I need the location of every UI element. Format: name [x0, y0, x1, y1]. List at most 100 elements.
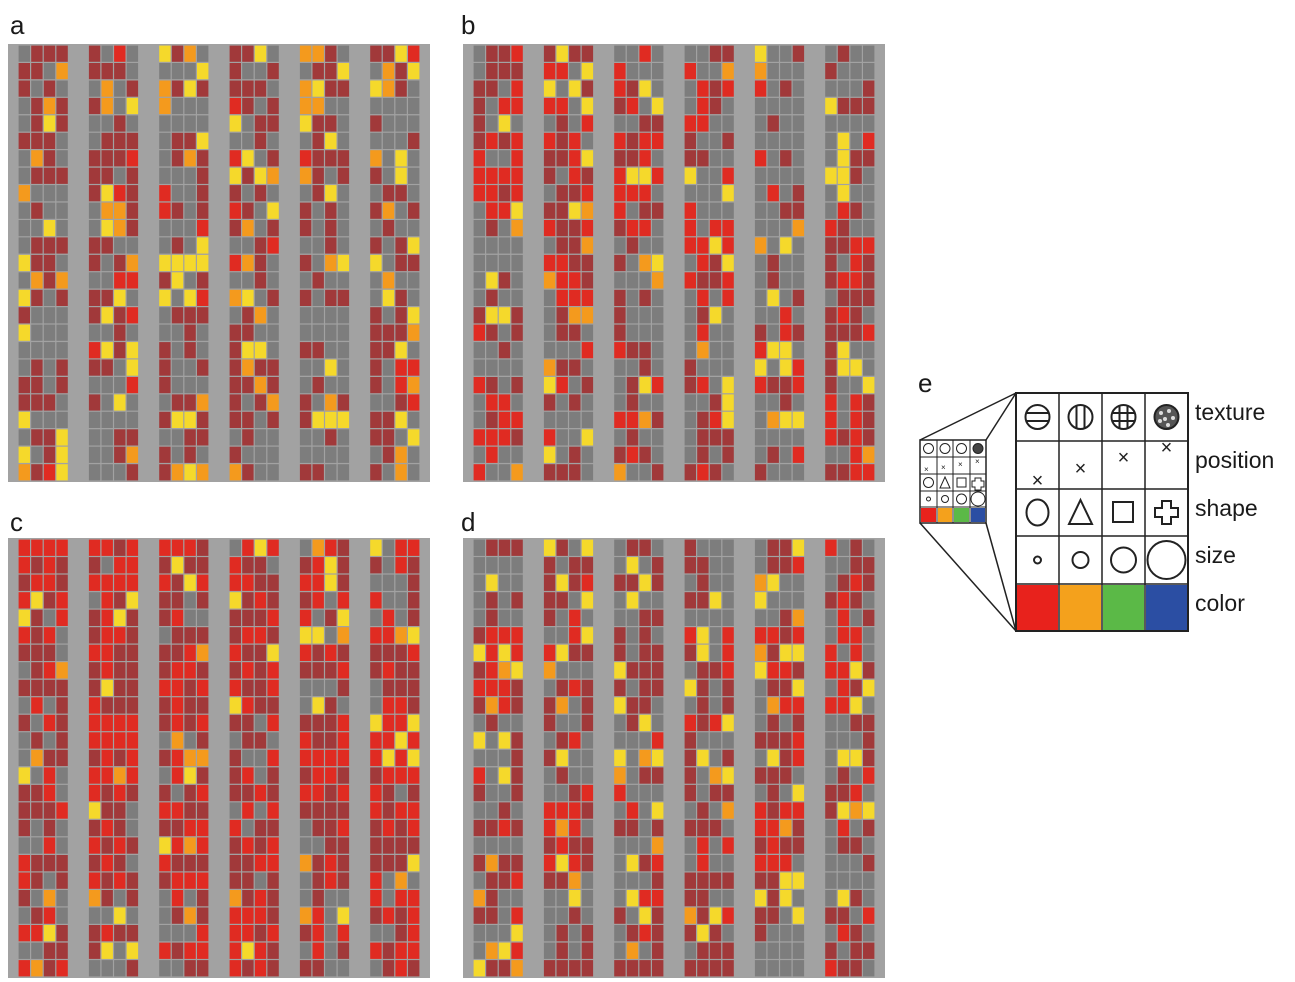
grid-cell	[543, 394, 556, 411]
grid-cell	[626, 925, 639, 942]
grid-cell	[626, 802, 639, 819]
grid-cell	[863, 446, 875, 463]
grid-cell	[543, 63, 556, 80]
grid-cell	[556, 872, 568, 889]
grid-cell	[498, 890, 511, 907]
feature-legend-diagram: × × × × ××	[919, 392, 1189, 632]
grid-cell	[543, 539, 556, 556]
grid-cell	[709, 592, 722, 609]
grid-cell	[754, 784, 767, 802]
grid-cell	[684, 377, 696, 394]
grid-cell	[31, 960, 43, 977]
grid-cell	[382, 150, 395, 167]
grid-cell	[56, 819, 68, 837]
grid-cell	[408, 872, 420, 889]
grid-cell	[312, 837, 324, 854]
grid-cell	[382, 272, 395, 289]
grid-cell	[171, 592, 184, 609]
grid-cell	[652, 539, 664, 556]
grid-cell	[684, 925, 696, 942]
grid-cell	[197, 150, 209, 167]
grid-cell	[408, 464, 420, 481]
grid-cell	[498, 342, 511, 359]
grid-cell	[171, 220, 184, 237]
grid-cell	[408, 679, 420, 697]
grid-cell	[498, 855, 511, 872]
grid-cell	[312, 254, 324, 272]
grid-cell	[792, 609, 805, 626]
grid-cell	[43, 272, 56, 289]
grid-cell	[780, 872, 792, 889]
grid-cell	[697, 557, 709, 574]
grid-cell	[299, 679, 312, 697]
grid-cell	[837, 837, 850, 854]
grid-cell	[88, 80, 101, 97]
grid-cell	[556, 767, 568, 784]
grid-cell	[837, 411, 850, 428]
grid-cell	[486, 662, 498, 679]
grid-cell	[312, 464, 324, 481]
grid-cell	[837, 80, 850, 97]
grid-cell	[101, 732, 113, 749]
grid-cell	[556, 662, 568, 679]
grid-cell	[56, 185, 68, 202]
grid-cell	[56, 609, 68, 626]
grid-cell	[684, 574, 696, 591]
grid-cell	[850, 802, 862, 819]
grid-cell	[754, 202, 767, 219]
grid-cell	[511, 574, 523, 591]
grid-cell	[543, 80, 556, 97]
grid-cell	[639, 644, 651, 661]
grid-cell	[543, 115, 556, 132]
grid-cell	[197, 132, 209, 149]
grid-cell	[101, 679, 113, 697]
grid-cell	[159, 429, 171, 446]
grid-cell	[299, 185, 312, 202]
grid-cell	[56, 907, 68, 924]
grid-cell	[408, 185, 420, 202]
grid-cell	[229, 220, 241, 237]
grid-cell	[498, 80, 511, 97]
grid-cell	[780, 679, 792, 697]
grid-cell	[684, 662, 696, 679]
grid-cell	[780, 446, 792, 463]
grid-cell	[486, 907, 498, 924]
grid-cell	[722, 574, 734, 591]
grid-cell	[780, 115, 792, 132]
grid-cell	[722, 289, 734, 306]
grid-cell	[43, 925, 56, 942]
grid-cell	[792, 63, 805, 80]
grid-cell	[337, 394, 350, 411]
grid-cell	[184, 289, 196, 306]
grid-cell	[242, 80, 254, 97]
grid-cell	[242, 167, 254, 184]
grid-cell	[543, 697, 556, 714]
grid-cell	[18, 574, 30, 591]
grid-cell	[863, 307, 875, 324]
grid-cell	[780, 784, 792, 802]
grid-cell	[18, 307, 30, 324]
grid-cell	[325, 872, 337, 889]
grid-cell	[88, 63, 101, 80]
grid-cell	[639, 679, 651, 697]
grid-cell	[337, 732, 350, 749]
grid-cell	[614, 359, 626, 376]
svg-text:×: ×	[1075, 458, 1087, 480]
grid-cell	[312, 342, 324, 359]
grid-cell	[56, 855, 68, 872]
grid-cell	[556, 574, 568, 591]
grid-cell	[543, 324, 556, 341]
grid-cell	[229, 732, 241, 749]
grid-cell	[370, 539, 382, 556]
grid-cell	[652, 359, 664, 376]
grid-cell	[626, 254, 639, 272]
grid-cell	[486, 627, 498, 644]
grid-cell	[267, 45, 279, 62]
grid-cell	[754, 307, 767, 324]
grid-cell	[863, 359, 875, 376]
grid-cell	[184, 767, 196, 784]
grid-cell	[722, 63, 734, 80]
grid-cell	[850, 272, 862, 289]
grid-cell	[299, 732, 312, 749]
grid-cell	[792, 819, 805, 837]
